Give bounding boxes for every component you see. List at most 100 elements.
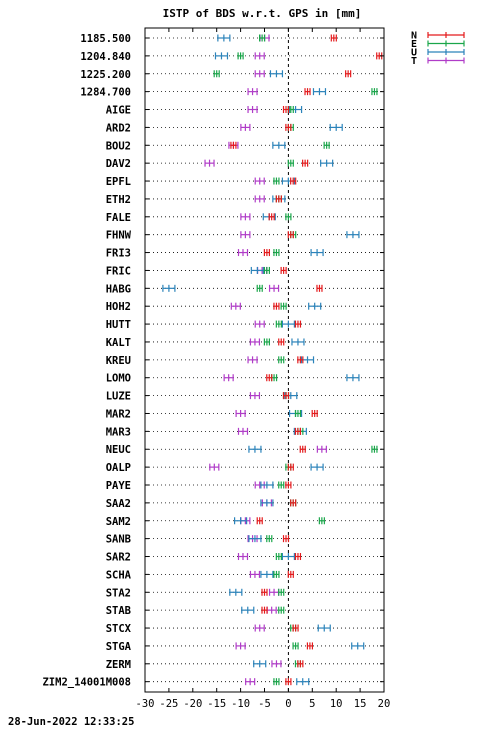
station-label: ARD2 — [106, 122, 131, 134]
point-u — [346, 374, 360, 382]
legend-label: T — [411, 56, 417, 67]
point-u — [281, 320, 295, 328]
point-n — [294, 320, 302, 328]
x-tick-label: -20 — [183, 698, 202, 710]
legend-item-u: U — [411, 48, 465, 59]
point-n — [261, 588, 268, 596]
point-n — [297, 356, 304, 364]
station-label: FRIC — [106, 265, 131, 277]
legend-item-e: E — [411, 39, 465, 50]
point-n — [280, 266, 287, 274]
x-tick-label: -5 — [258, 698, 271, 710]
station-label: 1204.840 — [80, 51, 131, 63]
station-label: BOU2 — [106, 140, 131, 152]
point-t — [249, 338, 261, 346]
point-t — [268, 588, 280, 596]
point-e — [275, 320, 282, 328]
station-label: OALP — [106, 462, 131, 474]
point-t — [240, 231, 251, 239]
station-label: HABG — [106, 283, 131, 295]
station-label: MAR2 — [106, 408, 131, 420]
point-n — [273, 302, 280, 310]
point-u — [308, 302, 322, 310]
point-u — [248, 445, 262, 453]
point-n — [306, 642, 314, 650]
point-t — [240, 213, 251, 221]
point-n — [294, 553, 302, 561]
point-e — [263, 266, 270, 274]
point-u — [260, 570, 274, 578]
point-u — [253, 660, 267, 668]
point-n — [290, 499, 297, 507]
point-t — [247, 356, 258, 364]
point-u — [250, 266, 264, 274]
station-label: 1225.200 — [80, 69, 131, 81]
point-u — [241, 606, 255, 614]
point-u — [291, 338, 305, 346]
point-t — [268, 284, 280, 292]
point-u — [248, 535, 262, 543]
point-u — [162, 284, 176, 292]
point-n — [292, 624, 299, 632]
station-label: SAA2 — [106, 498, 131, 510]
point-t — [245, 678, 256, 686]
point-n — [316, 284, 323, 292]
station-label: STA2 — [106, 587, 131, 599]
station-label: FALE — [106, 212, 131, 224]
point-u — [281, 553, 295, 561]
point-e — [273, 678, 280, 686]
station-label: DAV2 — [106, 158, 131, 170]
point-n — [304, 88, 311, 96]
point-t — [254, 52, 265, 60]
station-label: SCHA — [106, 569, 132, 581]
point-e — [273, 249, 280, 257]
point-n — [330, 34, 337, 42]
point-e — [278, 588, 285, 596]
point-t — [230, 302, 241, 310]
point-n — [290, 177, 297, 185]
station-label: MAR3 — [106, 426, 131, 438]
legend-label: U — [411, 48, 417, 59]
point-e — [294, 409, 302, 417]
point-n — [278, 338, 285, 346]
point-t — [254, 195, 265, 203]
point-u — [317, 624, 331, 632]
point-n — [287, 570, 294, 578]
legend-label: E — [411, 39, 417, 50]
x-tick-label: -15 — [207, 698, 226, 710]
point-t — [223, 374, 234, 382]
point-n — [261, 606, 268, 614]
point-u — [217, 34, 231, 42]
point-n — [282, 106, 290, 114]
point-e — [278, 356, 285, 364]
point-e — [237, 52, 244, 60]
point-n — [302, 159, 309, 167]
point-u — [310, 463, 324, 471]
point-e — [259, 34, 266, 42]
point-n — [268, 213, 275, 221]
point-e — [273, 177, 280, 185]
station-label: SAR2 — [106, 552, 131, 564]
point-u — [351, 642, 365, 650]
point-u — [214, 52, 229, 60]
station-label: SAM2 — [106, 516, 131, 528]
station-label: ZERM — [106, 659, 131, 671]
station-label: HOH2 — [106, 301, 131, 313]
station-label: NEUC — [106, 444, 131, 456]
point-n — [345, 70, 352, 78]
timestamp-label: 28-Jun-2022 12:33:25 — [8, 716, 134, 728]
point-n — [285, 123, 292, 131]
legend-item-t: T — [411, 56, 465, 67]
point-e — [323, 141, 330, 149]
point-e — [371, 445, 378, 453]
chart-title: ISTP of BDS w.r.t. GPS in [mm] — [163, 7, 362, 20]
point-t — [235, 409, 246, 417]
grid-layer — [145, 28, 384, 692]
x-axis: -30 -25 -20 -15 -10 -5 0 5 10 15 20 — [136, 27, 390, 710]
point-e — [256, 284, 263, 292]
point-u — [346, 231, 360, 239]
station-label: KREU — [106, 355, 131, 367]
point-t — [209, 463, 220, 471]
point-u — [269, 70, 284, 78]
point-t — [237, 553, 249, 561]
